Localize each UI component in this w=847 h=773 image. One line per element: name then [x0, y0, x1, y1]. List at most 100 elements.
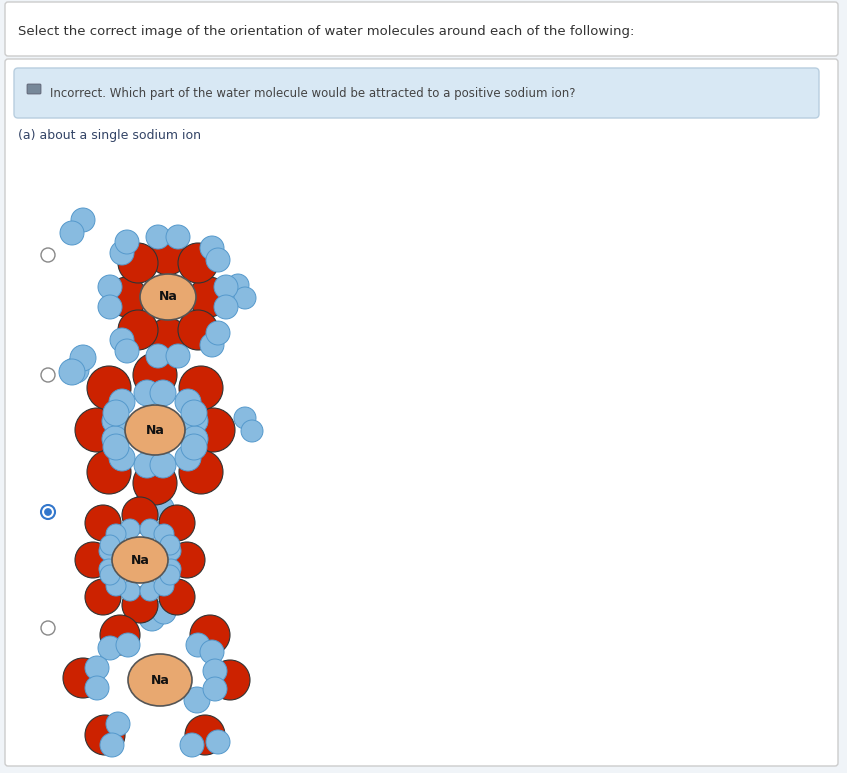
Circle shape	[109, 389, 135, 415]
Circle shape	[109, 445, 135, 471]
Circle shape	[180, 733, 204, 757]
Circle shape	[186, 633, 210, 657]
Circle shape	[241, 420, 263, 442]
Circle shape	[182, 426, 208, 452]
Circle shape	[139, 605, 165, 631]
Circle shape	[206, 248, 230, 272]
Circle shape	[115, 339, 139, 363]
FancyBboxPatch shape	[14, 68, 819, 118]
Circle shape	[115, 230, 139, 254]
FancyBboxPatch shape	[5, 2, 838, 56]
FancyBboxPatch shape	[5, 59, 838, 766]
Circle shape	[200, 333, 224, 357]
Circle shape	[75, 408, 119, 452]
Circle shape	[116, 633, 140, 657]
Circle shape	[154, 524, 174, 544]
Circle shape	[110, 241, 134, 265]
Circle shape	[152, 600, 176, 624]
Circle shape	[191, 408, 235, 452]
Circle shape	[98, 295, 122, 319]
Circle shape	[148, 318, 188, 358]
Circle shape	[206, 321, 230, 345]
Circle shape	[87, 366, 131, 410]
Circle shape	[150, 496, 174, 520]
Circle shape	[185, 715, 225, 755]
Circle shape	[59, 359, 85, 385]
Circle shape	[106, 524, 126, 544]
Circle shape	[160, 565, 180, 585]
Circle shape	[41, 248, 55, 262]
Circle shape	[178, 243, 218, 283]
Circle shape	[146, 344, 170, 368]
Circle shape	[87, 450, 131, 494]
Circle shape	[102, 426, 128, 452]
Circle shape	[160, 535, 180, 555]
Ellipse shape	[112, 537, 168, 583]
Circle shape	[85, 676, 109, 700]
Circle shape	[148, 235, 188, 275]
Circle shape	[133, 461, 177, 505]
Circle shape	[214, 295, 238, 319]
Circle shape	[178, 310, 218, 350]
Circle shape	[150, 380, 176, 406]
Circle shape	[63, 658, 103, 698]
Circle shape	[179, 450, 223, 494]
Circle shape	[41, 368, 55, 382]
Circle shape	[184, 687, 210, 713]
Text: Na: Na	[151, 673, 169, 686]
Circle shape	[85, 656, 109, 680]
Circle shape	[75, 542, 111, 578]
Circle shape	[63, 357, 89, 383]
Text: Na: Na	[130, 553, 149, 567]
Circle shape	[135, 490, 161, 516]
Circle shape	[100, 535, 120, 555]
Circle shape	[200, 640, 224, 664]
Circle shape	[41, 621, 55, 635]
Circle shape	[122, 497, 158, 533]
Circle shape	[134, 380, 160, 406]
Circle shape	[166, 344, 190, 368]
Circle shape	[120, 519, 140, 539]
Circle shape	[214, 275, 238, 299]
Circle shape	[106, 576, 126, 596]
Circle shape	[154, 576, 174, 596]
Text: Select the correct image of the orientation of water molecules around each of th: Select the correct image of the orientat…	[18, 25, 634, 38]
Text: Na: Na	[146, 424, 164, 437]
Circle shape	[106, 712, 130, 736]
Circle shape	[100, 565, 120, 585]
Circle shape	[161, 559, 181, 579]
Ellipse shape	[140, 274, 196, 320]
Circle shape	[118, 310, 158, 350]
Circle shape	[71, 208, 95, 232]
Circle shape	[179, 366, 223, 410]
Circle shape	[169, 542, 205, 578]
Circle shape	[98, 275, 122, 299]
Circle shape	[103, 434, 129, 460]
Circle shape	[85, 505, 121, 541]
Circle shape	[99, 559, 119, 579]
Circle shape	[203, 677, 227, 701]
Ellipse shape	[128, 654, 192, 706]
Circle shape	[159, 579, 195, 615]
Circle shape	[234, 407, 256, 429]
Circle shape	[118, 243, 158, 283]
Text: Incorrect. Which part of the water molecule would be attracted to a positive sod: Incorrect. Which part of the water molec…	[50, 87, 575, 100]
Circle shape	[85, 715, 125, 755]
Circle shape	[159, 505, 195, 541]
Circle shape	[181, 400, 207, 426]
Circle shape	[210, 660, 250, 700]
Circle shape	[200, 236, 224, 260]
Circle shape	[133, 353, 177, 397]
Circle shape	[102, 408, 128, 434]
Circle shape	[166, 225, 190, 249]
Circle shape	[181, 434, 207, 460]
Circle shape	[41, 505, 55, 519]
Circle shape	[100, 733, 124, 757]
Circle shape	[150, 452, 176, 478]
Text: Na: Na	[158, 291, 177, 304]
Circle shape	[140, 519, 160, 539]
Circle shape	[190, 615, 230, 655]
Circle shape	[45, 509, 52, 516]
Circle shape	[99, 541, 119, 561]
FancyBboxPatch shape	[27, 84, 41, 94]
